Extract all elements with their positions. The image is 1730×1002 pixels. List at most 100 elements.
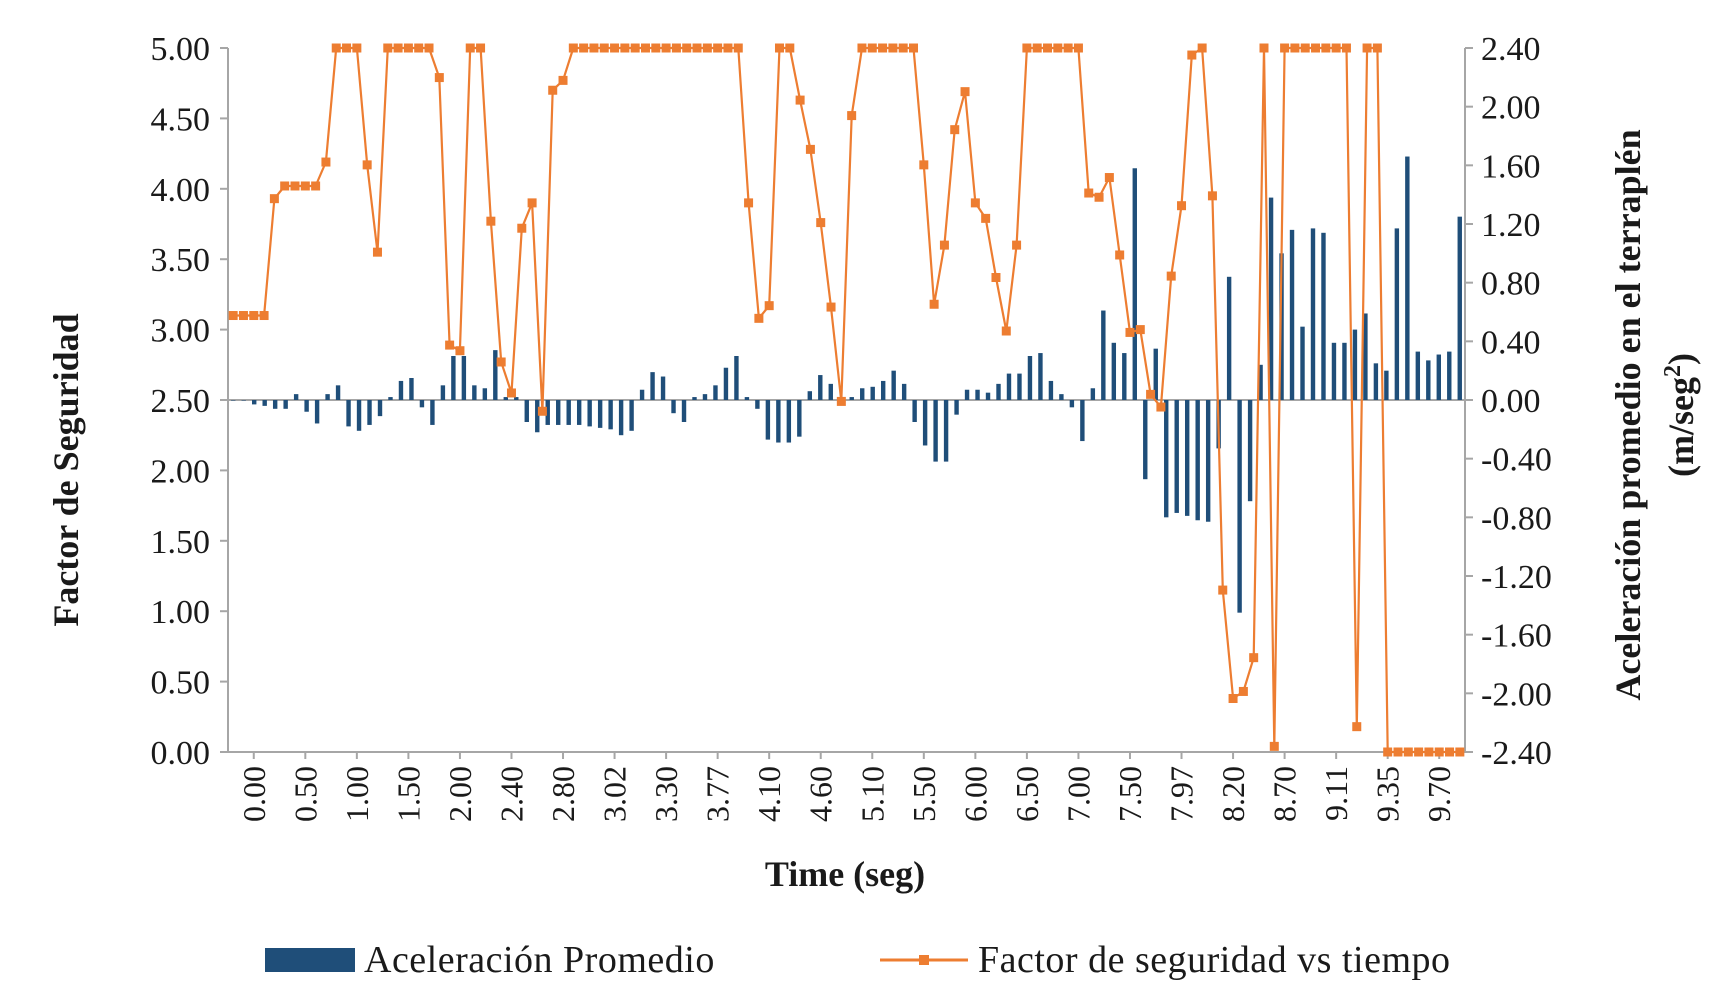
safety-factor-marker: [1166, 271, 1176, 281]
safety-factor-marker: [506, 388, 516, 398]
x-tick-label: 9.11: [1318, 766, 1354, 821]
acceleration-bar: [765, 400, 771, 440]
acceleration-bar: [1415, 351, 1421, 400]
safety-factor-marker: [929, 299, 939, 309]
acceleration-bar: [807, 391, 813, 400]
x-tick-label: 2.40: [494, 766, 530, 822]
acceleration-bar: [870, 386, 875, 400]
acceleration-bar: [1038, 353, 1043, 400]
acceleration-bar: [912, 400, 917, 422]
safety-factor-marker: [527, 198, 537, 208]
safety-factor-marker: [733, 43, 743, 53]
x-tick-label: 5.10: [854, 766, 890, 822]
acceleration-bar: [702, 394, 708, 400]
safety-factor-marker: [857, 43, 867, 53]
acceleration-bar: [241, 400, 246, 401]
safety-factor-marker: [352, 43, 362, 53]
safety-factor-marker: [1073, 43, 1083, 53]
safety-factor-line: [228, 43, 1465, 757]
safety-factor-marker: [960, 87, 970, 97]
acceleration-bar: [1426, 360, 1431, 400]
safety-factor-marker: [785, 43, 795, 53]
acceleration-bar: [461, 356, 467, 400]
safety-factor-marker: [692, 43, 702, 53]
safety-factor-marker: [1125, 327, 1135, 337]
safety-factor-marker: [764, 301, 774, 311]
safety-factor-marker: [1362, 43, 1372, 53]
acceleration-bar: [1101, 310, 1106, 400]
acceleration-bar: [356, 400, 362, 431]
safety-factor-marker: [1115, 250, 1125, 260]
acceleration-bar: [975, 389, 980, 400]
acceleration-bar: [1069, 400, 1075, 408]
acceleration-bar: [1090, 388, 1096, 400]
acceleration-bar: [1331, 342, 1337, 400]
safety-factor-marker: [1197, 43, 1207, 53]
safety-factor-marker: [465, 43, 475, 53]
acceleration-bar: [514, 397, 519, 400]
safety-factor-marker: [383, 43, 393, 53]
safety-factor-marker: [713, 43, 723, 53]
safety-factor-marker: [455, 346, 465, 356]
acceleration-bar: [681, 400, 687, 422]
safety-factor-marker: [579, 43, 589, 53]
safety-factor-marker: [445, 340, 455, 350]
safety-factor-marker: [630, 43, 640, 53]
safety-factor-marker: [1207, 191, 1217, 201]
acceleration-bar: [1205, 400, 1211, 522]
safety-factor-marker: [1146, 389, 1156, 399]
right-tick-label: 1.20: [1481, 207, 1541, 244]
safety-factor-marker: [321, 157, 331, 167]
acceleration-bar: [901, 383, 907, 400]
left-tick-label: 1.00: [151, 594, 211, 631]
safety-factor-marker: [1403, 747, 1413, 757]
x-tick-label: 8.70: [1267, 766, 1303, 822]
acceleration-bar: [639, 389, 645, 400]
acceleration-bar: [860, 388, 865, 400]
safety-factor-marker: [1414, 747, 1424, 757]
acceleration-bar: [692, 397, 697, 400]
safety-factor-marker: [939, 240, 949, 250]
acceleration-bar: [891, 370, 896, 400]
acceleration-bar: [755, 400, 760, 409]
safety-factor-marker: [805, 144, 815, 154]
safety-factor-marker: [1393, 747, 1403, 757]
safety-factor-marker: [599, 43, 609, 53]
x-tick-label: 7.50: [1112, 766, 1148, 822]
safety-factor-marker: [816, 218, 826, 228]
safety-factor-marker: [568, 43, 578, 53]
acceleration-bar: [1226, 276, 1232, 400]
acceleration-bar: [734, 356, 739, 400]
acceleration-bar: [1111, 342, 1117, 400]
acceleration-bar: [1080, 400, 1085, 442]
legend: Aceleración Promedio Factor de seguridad…: [265, 939, 1450, 981]
x-tick-label: 3.77: [700, 766, 736, 822]
safety-factor-marker: [1022, 43, 1032, 53]
right-tick-label: 2.00: [1481, 90, 1541, 127]
acceleration-bar: [933, 400, 938, 462]
safety-factor-marker: [847, 111, 857, 121]
acceleration-bar: [1342, 342, 1347, 400]
x-tick-label: 6.50: [1009, 766, 1045, 822]
safety-factor-marker: [1228, 693, 1238, 703]
safety-factor-marker: [1269, 741, 1279, 751]
safety-factor-marker: [414, 43, 424, 53]
left-tick-label: 3.50: [151, 242, 211, 279]
acceleration-bar: [419, 400, 425, 408]
safety-factor-marker: [1290, 43, 1300, 53]
left-tick-label: 0.00: [151, 735, 211, 772]
acceleration-bar: [597, 400, 603, 428]
acceleration-bar: [880, 380, 886, 400]
safety-factor-marker: [403, 43, 413, 53]
safety-factor-marker: [888, 43, 898, 53]
acceleration-bar: [618, 400, 624, 436]
x-tick-label: 3.02: [597, 766, 633, 822]
acceleration-bar: [252, 400, 257, 405]
left-tick-label: 2.50: [151, 383, 211, 420]
safety-factor-marker: [259, 311, 269, 321]
tick-labels: 0.00 0.50 1.00 1.50 2.00 2.50 3.00 3.50 4.00 4.50…: [151, 31, 1552, 822]
right-tick-label: 1.60: [1481, 148, 1541, 185]
safety-factor-marker: [661, 43, 671, 53]
x-tick-label: 2.80: [545, 766, 581, 822]
